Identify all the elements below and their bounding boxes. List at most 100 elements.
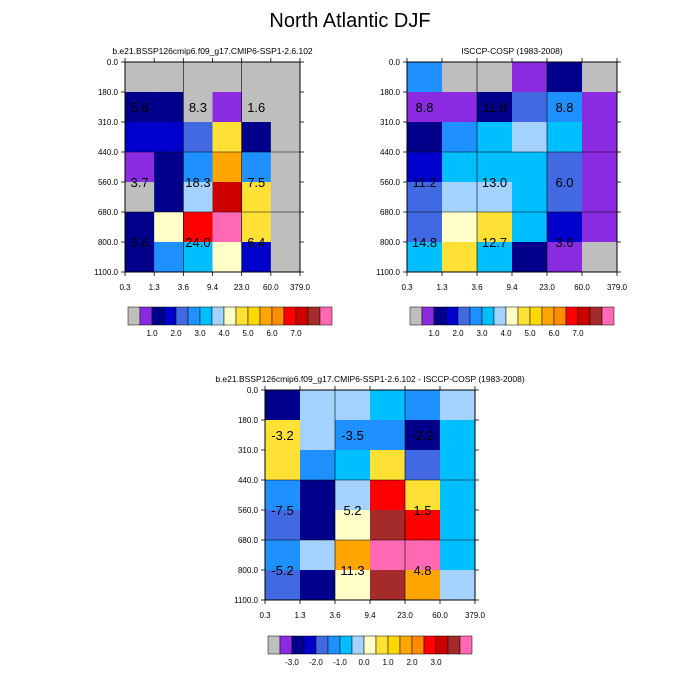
heatmap-cell xyxy=(582,212,618,243)
heatmap-cell xyxy=(212,122,242,153)
heatmap-cell xyxy=(270,122,301,153)
x-tick-label: 0.3 xyxy=(119,283,131,292)
y-tick-label: 560.0 xyxy=(380,178,401,187)
heatmap-cell xyxy=(407,92,443,123)
heatmap-cell xyxy=(212,212,242,243)
heatmap-cell xyxy=(270,242,301,273)
heatmap-cell xyxy=(442,182,478,213)
colorbar-tick-label: -1.0 xyxy=(333,658,347,667)
y-tick-label: 680.0 xyxy=(238,536,259,545)
colorbar-swatch xyxy=(303,635,317,655)
cell-value-label: 18.3 xyxy=(185,175,210,190)
x-tick-label: 0.3 xyxy=(259,611,271,620)
heatmap-cell xyxy=(582,242,618,273)
heatmap-cell xyxy=(547,242,583,273)
heatmap-cell xyxy=(407,242,443,273)
colorbar: -3.0 -2.0 -1.0 0.0 1.0 2.0 3.0 xyxy=(267,635,473,667)
x-tick-label: 9.4 xyxy=(207,283,219,292)
colorbar-swatch xyxy=(319,306,333,326)
heatmap-cell xyxy=(335,420,371,451)
heatmap-cell xyxy=(241,242,272,273)
cell-value-label: 1.5 xyxy=(413,503,431,518)
heatmap-cell xyxy=(265,420,301,451)
x-tick-label: 60.0 xyxy=(263,283,279,292)
cell-value-label: -5.2 xyxy=(271,563,293,578)
heatmap-cell xyxy=(154,212,184,243)
heatmap-cell xyxy=(477,242,513,273)
colorbar-tick-label: 3.0 xyxy=(476,329,488,338)
heatmap-cell xyxy=(440,570,476,601)
colorbar-swatch xyxy=(435,635,449,655)
heatmap-cell xyxy=(477,92,513,123)
colorbar-swatch xyxy=(259,306,273,326)
heatmap-cell xyxy=(370,390,406,421)
heatmap-cell xyxy=(300,480,336,511)
y-tick-label: 440.0 xyxy=(380,148,401,157)
heatmap-cell xyxy=(405,540,441,571)
colorbar-swatch xyxy=(459,635,473,655)
heatmap-cell xyxy=(270,62,301,93)
colorbar-swatch xyxy=(411,635,425,655)
heatmap-cell xyxy=(265,510,301,541)
heatmap-cell xyxy=(241,152,272,183)
heatmap-cell xyxy=(300,510,336,541)
y-tick-label: 800.0 xyxy=(380,238,401,247)
cell-value-label: 8.3 xyxy=(189,100,207,115)
cell-value-label: 6.0 xyxy=(555,175,573,190)
heatmap-cell xyxy=(335,390,371,421)
heatmap-cell xyxy=(265,480,301,511)
heatmap-cell xyxy=(154,92,184,123)
heatmap-cell xyxy=(370,480,406,511)
x-tick-label: 9.4 xyxy=(506,283,518,292)
colorbar-swatch xyxy=(529,306,543,326)
colorbar-tick-label: 6.0 xyxy=(266,329,278,338)
colorbar-swatch xyxy=(387,635,401,655)
heatmap-cell xyxy=(512,242,548,273)
heatmap-cell xyxy=(212,242,242,273)
heatmap-cell xyxy=(154,182,184,213)
heatmap-cell xyxy=(125,152,155,183)
cell-value-label: 14.8 xyxy=(412,235,437,250)
heatmap-cell xyxy=(582,182,618,213)
x-tick-label: 1.3 xyxy=(149,283,161,292)
heatmap-cell xyxy=(512,212,548,243)
heatmap-cell xyxy=(477,152,513,183)
y-tick-label: 310.0 xyxy=(380,118,401,127)
y-tick-label: 1100.0 xyxy=(234,596,258,605)
colorbar-tick-label: 5.0 xyxy=(524,329,536,338)
heatmap-cell xyxy=(183,212,213,243)
colorbar-swatch xyxy=(399,635,413,655)
x-tick-label: 3.6 xyxy=(471,283,483,292)
heatmap-cell xyxy=(270,92,301,123)
colorbar-tick-label: 4.0 xyxy=(500,329,512,338)
colorbar-swatch xyxy=(163,306,177,326)
x-tick-label: 379.0 xyxy=(465,611,486,620)
heatmap-cell xyxy=(241,92,272,123)
y-tick-label: 180.0 xyxy=(98,88,119,97)
heatmap-cell xyxy=(582,152,618,183)
x-tick-label: 1.3 xyxy=(294,611,306,620)
heatmap-cell xyxy=(440,510,476,541)
heatmap-cell xyxy=(212,152,242,183)
heatmap-cell xyxy=(512,122,548,153)
x-tick-label: 9.4 xyxy=(364,611,376,620)
heatmap-cell xyxy=(477,122,513,153)
x-tick-label: 60.0 xyxy=(432,611,448,620)
colorbar-swatch xyxy=(151,306,165,326)
colorbar-swatch xyxy=(235,306,249,326)
colorbar-swatch xyxy=(553,306,567,326)
colorbar-swatch xyxy=(127,306,141,326)
y-tick-label: 0.0 xyxy=(389,58,401,67)
heatmap-cell xyxy=(270,212,301,243)
colorbar-tick-label: 0.0 xyxy=(358,658,370,667)
y-tick-label: 440.0 xyxy=(98,148,119,157)
heatmap-cell xyxy=(547,122,583,153)
cell-value-label: 5.2 xyxy=(343,503,361,518)
heatmap-cell xyxy=(512,62,548,93)
x-tick-label: 1.3 xyxy=(436,283,448,292)
heatmap-cell xyxy=(370,450,406,481)
cell-value-label: 1.6 xyxy=(247,100,265,115)
colorbar-swatch xyxy=(327,635,341,655)
colorbar-tick-label: 4.0 xyxy=(218,329,230,338)
x-tick-label: 379.0 xyxy=(290,283,311,292)
